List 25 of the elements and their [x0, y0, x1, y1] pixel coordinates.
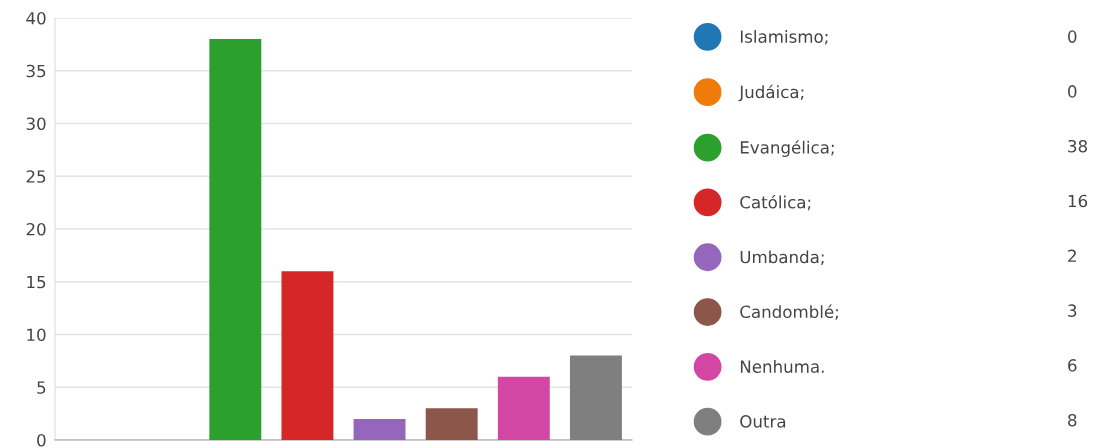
y-tick-label: 0	[37, 433, 46, 447]
text: 8	[1068, 413, 1077, 427]
y-tick-label: 15	[27, 275, 46, 289]
legend-label: Outra	[740, 415, 786, 428]
legend-label: Islamismo;	[740, 30, 828, 45]
text: 0	[1068, 85, 1077, 98]
y-tick-label: 5	[37, 381, 46, 394]
text: 6	[1068, 359, 1077, 372]
legend-label: Católica;	[740, 194, 811, 211]
y-tick-label: 20	[26, 222, 46, 236]
text: 3	[1068, 304, 1077, 317]
legend-label: Umbanda;	[740, 250, 824, 266]
text: 2	[1068, 249, 1076, 262]
legend-label: Nenhuma.	[740, 360, 824, 373]
y-tick-label: 30	[26, 117, 46, 131]
y-tick-label: 35	[26, 64, 46, 78]
y-tick-label: 40	[26, 11, 46, 25]
legend-label: Evangélica;	[740, 140, 834, 157]
text: 0	[1068, 30, 1077, 43]
y-tick-label: 25	[26, 170, 46, 183]
text: 38	[1068, 139, 1088, 153]
legend-label: Judáica;	[738, 84, 804, 102]
text: 16	[1068, 194, 1088, 208]
y-tick-label: 10	[27, 328, 46, 342]
legend-label: Candomblé;	[740, 304, 838, 320]
